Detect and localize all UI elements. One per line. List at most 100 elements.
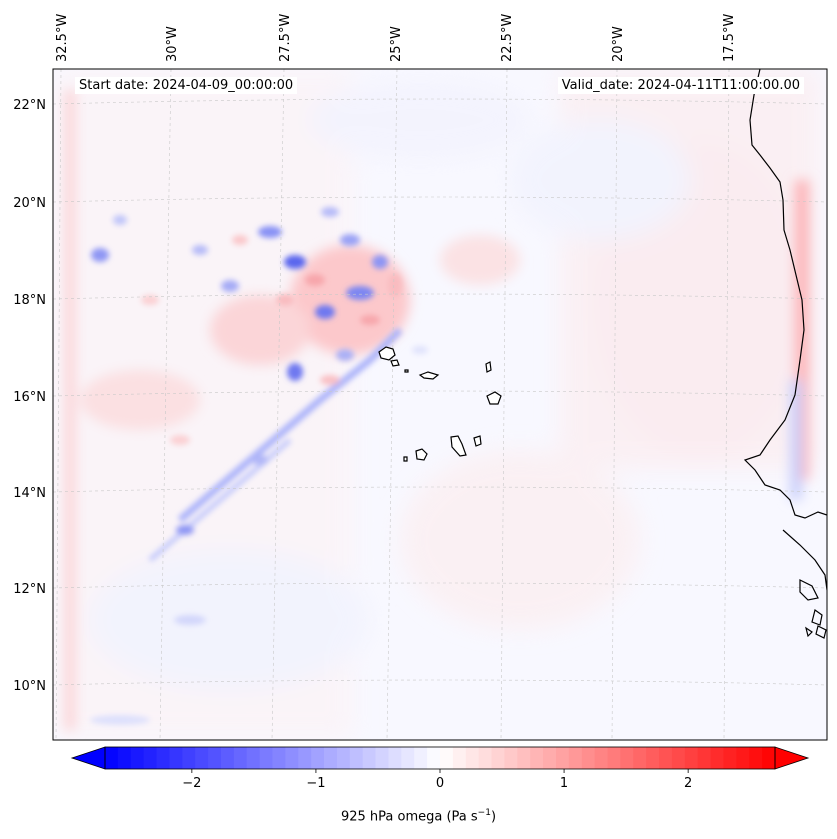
colorbar-label: 925 hPa omega (Pa s−1) xyxy=(0,808,837,824)
lon-label: 20°W xyxy=(611,26,626,62)
africa-coastline xyxy=(743,69,827,519)
colorbar-cell xyxy=(427,747,441,769)
lon-label: 30°W xyxy=(165,26,180,62)
island-maio xyxy=(473,435,482,447)
colorbar-cell xyxy=(594,747,609,769)
map-frame xyxy=(52,68,828,741)
colorbar-cell xyxy=(401,747,415,769)
colorbar-units-suffix: ) xyxy=(490,809,497,825)
island-santiago xyxy=(450,435,467,457)
colorbar-cell xyxy=(349,747,364,769)
colorbar-cell xyxy=(491,747,506,769)
island-boa-vista xyxy=(486,391,502,405)
colorbar-extend-min xyxy=(70,746,106,770)
colorbar-tick-label: 0 xyxy=(436,776,444,791)
colorbar-variable: 925 hPa omega xyxy=(340,809,443,825)
colorbar-cell xyxy=(388,747,402,769)
colorbar-cell xyxy=(710,747,725,769)
island-fogo xyxy=(415,448,428,461)
colorbar: −2 −1 0 1 2 xyxy=(70,746,810,791)
gridlines xyxy=(53,69,827,740)
colorbar-cell xyxy=(336,747,351,769)
colorbar-cell xyxy=(684,747,699,769)
colorbar-cell xyxy=(105,747,119,769)
colorbar-units-exponent: −1 xyxy=(477,808,491,818)
island-brava xyxy=(403,456,408,462)
colorbar-tick-label: −1 xyxy=(306,776,325,791)
colorbar-cell xyxy=(633,747,647,769)
colorbar-cell xyxy=(362,747,377,769)
colorbar-cell xyxy=(543,747,557,769)
omega-field xyxy=(53,69,820,740)
colorbar-cell xyxy=(504,747,518,769)
colorbar-cell xyxy=(762,747,776,769)
colorbar-cell xyxy=(659,747,673,769)
valid-date-label: Valid_date: 2024-04-11T11:00:00.00 xyxy=(557,77,804,94)
colorbar-cell xyxy=(452,747,467,769)
colorbar-cell xyxy=(246,747,261,769)
colorbar-cell xyxy=(169,747,183,769)
colorbar-cell xyxy=(581,747,596,769)
island-sao-vicente xyxy=(390,359,400,367)
colorbar-ticks: −2 −1 0 1 2 xyxy=(182,769,692,791)
colorbar-cell xyxy=(156,747,171,769)
colorbar-cell xyxy=(478,747,493,769)
colorbar-cell xyxy=(208,747,222,769)
island-santa-luzia xyxy=(404,369,409,373)
colorbar-tick-label: 2 xyxy=(684,776,692,791)
lat-label: 14°N xyxy=(13,486,46,501)
colorbar-cell xyxy=(568,747,583,769)
colorbar-cell xyxy=(736,747,750,769)
lon-label: 17.5°W xyxy=(722,14,737,62)
lon-label: 27.5°W xyxy=(278,14,293,62)
colorbar-cell xyxy=(517,747,531,769)
colorbar-cell xyxy=(130,747,145,769)
colorbar-tick-label: 1 xyxy=(560,776,568,791)
island-sao-nicolau xyxy=(418,371,440,380)
colorbar-cell xyxy=(440,747,454,769)
colorbar-cell xyxy=(555,747,570,769)
colorbar-cell xyxy=(723,747,737,769)
colorbar-gradient xyxy=(105,747,776,769)
colorbar-cell xyxy=(530,747,544,769)
colorbar-cell xyxy=(195,747,209,769)
coastline xyxy=(743,69,827,639)
colorbar-cell xyxy=(607,747,621,769)
longitude-labels: 32.5°W 30°W 27.5°W 25°W 22.5°W 20°W 17.5… xyxy=(55,14,737,62)
colorbar-cell xyxy=(117,747,132,769)
colorbar-cell xyxy=(465,747,480,769)
colorbar-cell xyxy=(324,747,338,769)
lat-label: 20°N xyxy=(13,196,46,211)
colorbar-cell xyxy=(143,747,158,769)
colorbar-cell xyxy=(697,747,712,769)
colorbar-cell xyxy=(375,747,390,769)
colorbar-cell xyxy=(414,747,428,769)
colorbar-cell xyxy=(298,747,312,769)
island-santo-antao xyxy=(378,346,396,361)
island-sal xyxy=(485,361,492,373)
cape-verde-islands xyxy=(378,346,502,462)
colorbar-cell xyxy=(749,747,763,769)
colorbar-cell xyxy=(311,747,325,769)
lat-label: 10°N xyxy=(13,679,46,694)
colorbar-extend-max xyxy=(774,746,810,770)
lon-label: 32.5°W xyxy=(55,14,70,62)
latitude-labels: 22°N 20°N 18°N 16°N 14°N 12°N 10°N xyxy=(13,98,46,694)
lon-label: 22.5°W xyxy=(500,14,515,62)
colorbar-units-prefix: (Pa s xyxy=(446,809,478,825)
colorbar-cell xyxy=(620,747,634,769)
colorbar-cell xyxy=(646,747,660,769)
colorbar-cell xyxy=(671,747,686,769)
colorbar-cell xyxy=(220,747,235,769)
colorbar-cell xyxy=(259,747,274,769)
colorbar-cell xyxy=(233,747,248,769)
lat-label: 16°N xyxy=(13,390,46,405)
start-date-label: Start date: 2024-04-09_00:00:00 xyxy=(75,77,298,94)
lon-label: 25°W xyxy=(389,26,404,62)
colorbar-cell xyxy=(272,747,286,769)
lat-label: 22°N xyxy=(13,98,46,113)
lat-label: 12°N xyxy=(13,582,46,597)
colorbar-tick-label: −2 xyxy=(182,776,201,791)
colorbar-cell xyxy=(285,747,299,769)
